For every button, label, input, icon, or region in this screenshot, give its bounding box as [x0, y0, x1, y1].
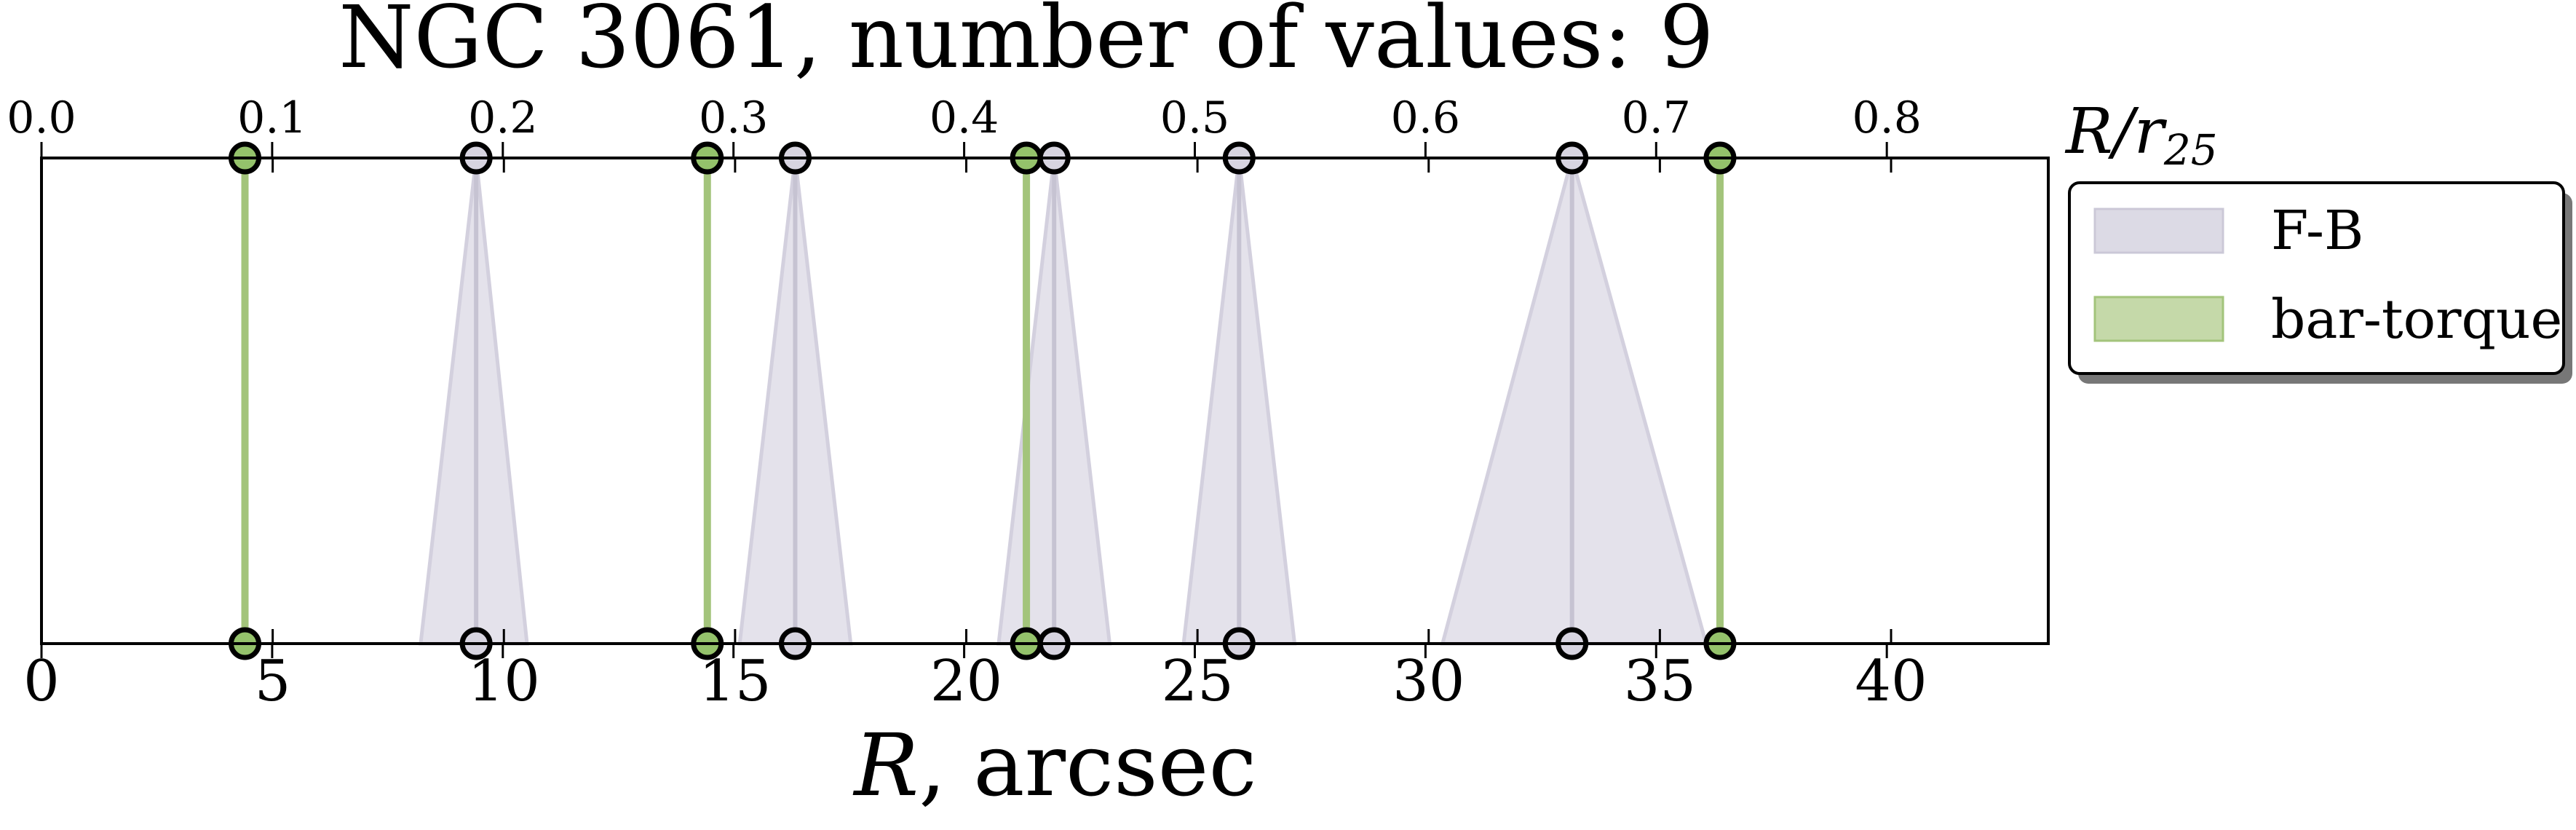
legend-swatch-bar-torque: [2093, 296, 2224, 342]
top-tick-label-1: 0.1: [237, 92, 306, 143]
f-b-error-region-0: [419, 157, 529, 646]
top-tick-label-7: 0.7: [1622, 92, 1691, 143]
bottom-axis: 0 5 10 15 20 25 30 35 40: [23, 158, 1927, 714]
top-tick-label-0: 0.0: [7, 92, 76, 143]
bottom-tick-label-3: 15: [699, 649, 771, 714]
legend: F-B bar-torque: [2068, 181, 2572, 384]
marks-layer: [229, 141, 1737, 660]
top-axis-label-sub: 25: [2163, 125, 2218, 175]
x-axis-label-symbol: R: [852, 715, 919, 815]
top-tick-label-3: 0.3: [699, 92, 768, 143]
top-tick-label-2: 0.2: [468, 92, 537, 143]
legend-label-f-b: F-B: [2271, 199, 2363, 262]
bottom-tick-label-8: 40: [1855, 649, 1927, 714]
bottom-tick-label-0: 0: [23, 649, 60, 714]
legend-label-bar-torque: bar-torque: [2271, 288, 2562, 351]
bottom-tick-label-6: 30: [1392, 649, 1465, 714]
top-axis-label: R/r25: [2064, 95, 2218, 175]
x-axis-label-rest: , arcsec: [919, 715, 1256, 815]
plot-frame: [40, 157, 2050, 645]
bottom-tick-label-4: 20: [930, 649, 1002, 714]
f-b-error-region-4: [1440, 151, 1709, 646]
top-axis-label-main: R/r: [2064, 95, 2168, 168]
bottom-tick-label-7: 35: [1624, 649, 1696, 714]
top-tick-label-5: 0.5: [1160, 92, 1229, 143]
top-tick-label-6: 0.6: [1391, 92, 1460, 143]
bottom-tick-label-1: 5: [255, 649, 291, 714]
bottom-tick-label-2: 10: [468, 649, 540, 714]
x-axis-label: R, arcsec: [852, 715, 1256, 815]
top-tick-label-8: 0.8: [1852, 92, 1921, 143]
bottom-tick-label-5: 25: [1162, 649, 1234, 714]
top-axis: 0.0 0.1 0.2 0.3 0.4 0.5 0.6 0.7 0.8: [7, 92, 1922, 658]
chart-title: NGC 3061, number of values: 9: [338, 0, 1714, 87]
legend-swatch-f-b: [2093, 208, 2224, 254]
top-tick-label-4: 0.4: [930, 92, 999, 143]
